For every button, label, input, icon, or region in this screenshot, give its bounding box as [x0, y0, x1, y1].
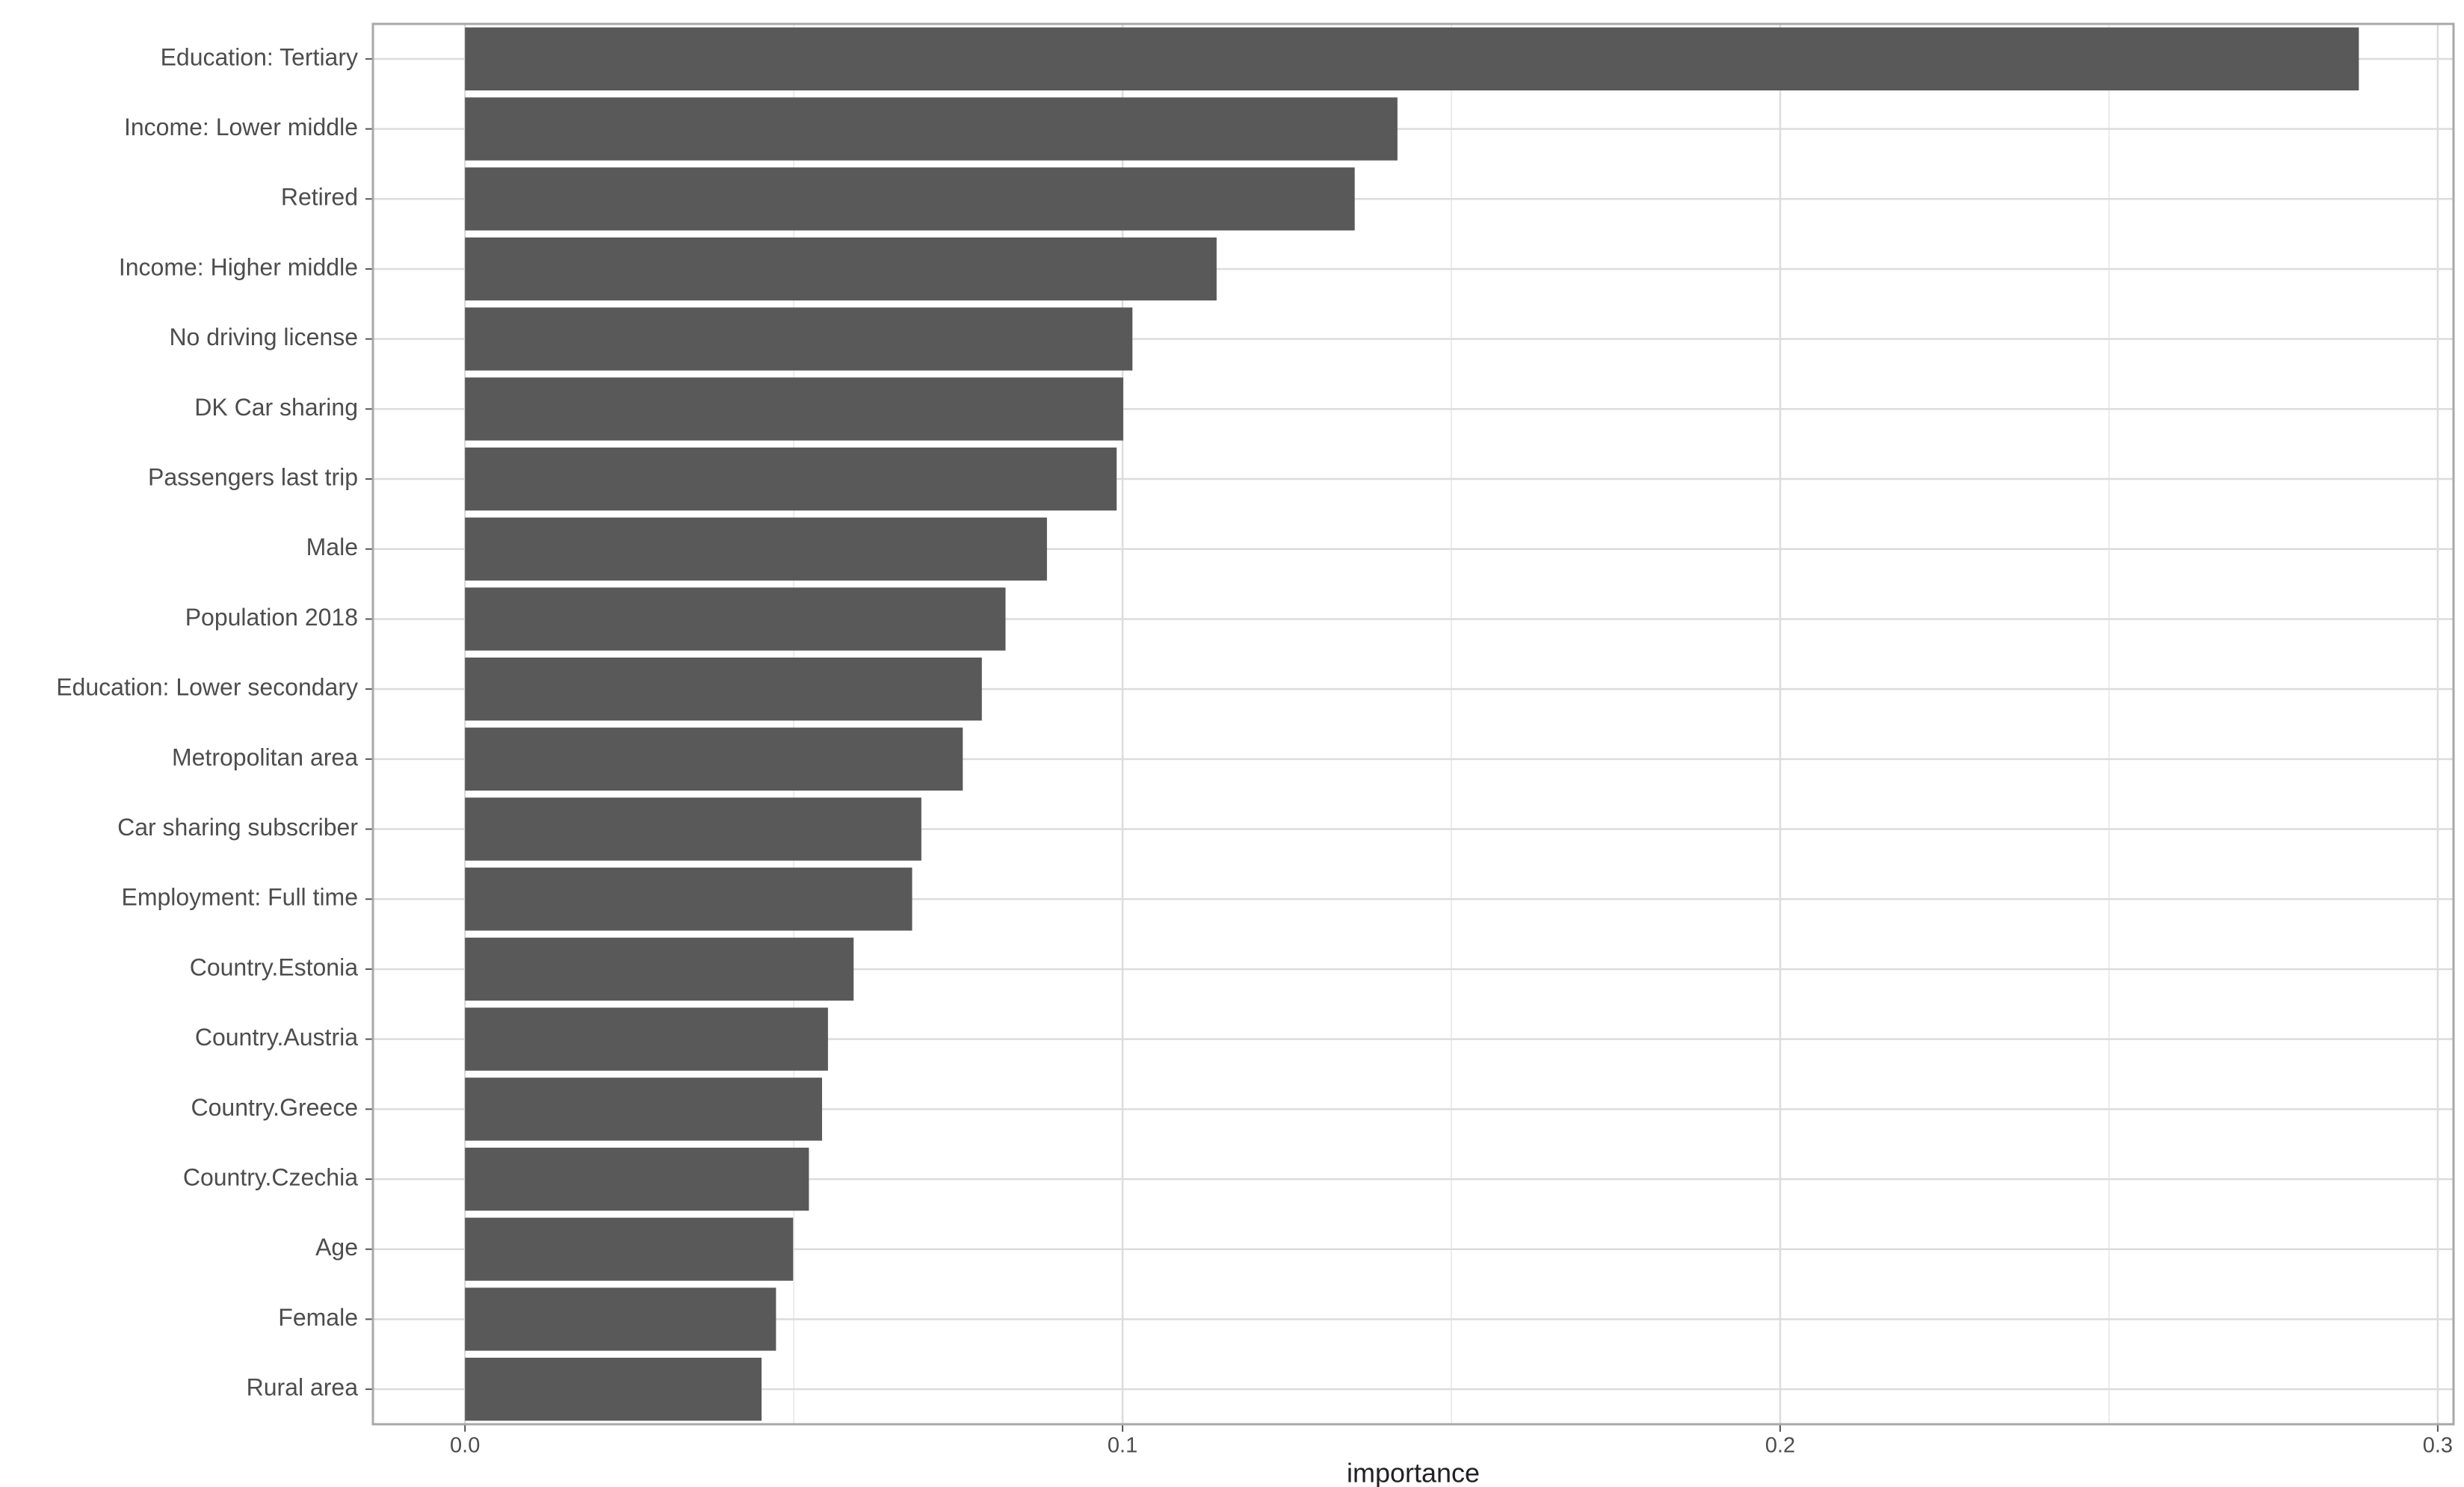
bar: [465, 1078, 822, 1141]
bar: [465, 1007, 828, 1071]
y-tick-label: Female: [278, 1304, 358, 1331]
y-tick-label: Passengers last trip: [148, 464, 358, 491]
y-tick-label: Retired: [281, 184, 358, 211]
x-tick-label: 0.2: [1765, 1434, 1795, 1458]
y-tick-label: Country.Czechia: [183, 1164, 358, 1191]
bar: [465, 517, 1047, 581]
bar: [465, 1287, 776, 1351]
bar: [465, 937, 854, 1001]
bar: [465, 447, 1117, 511]
bar: [465, 307, 1133, 371]
y-tick-label: Employment: Full time: [121, 884, 358, 911]
y-tick-label: DK Car sharing: [194, 394, 358, 421]
y-tick-label: Rural area: [247, 1374, 359, 1401]
y-tick-label: Income: Higher middle: [119, 253, 358, 280]
bar: [465, 727, 963, 791]
y-tick-label: Education: Tertiary: [161, 43, 358, 70]
y-tick-label: Car sharing subscriber: [117, 814, 358, 841]
bar: [465, 868, 913, 931]
bar: [465, 377, 1123, 441]
bar: [465, 97, 1398, 161]
bar: [465, 657, 982, 721]
bar: [465, 167, 1355, 231]
panel-border: [371, 22, 2455, 1426]
y-tick-label: Metropolitan area: [172, 744, 358, 770]
y-tick-label: Population 2018: [185, 604, 358, 631]
x-tick-label: 0.0: [450, 1434, 480, 1458]
y-tick-label: Education: Lower secondary: [56, 674, 358, 701]
bar: [465, 587, 1006, 651]
y-tick-label: Male: [306, 534, 358, 560]
bar: [465, 797, 921, 861]
y-tick-label: Income: Lower middle: [124, 114, 358, 140]
y-tick-label: No driving license: [169, 324, 358, 350]
x-tick-label: 0.1: [1108, 1434, 1137, 1458]
bar: [465, 1217, 794, 1281]
y-tick-label: Country.Estonia: [190, 953, 359, 980]
bar: [465, 1147, 809, 1211]
y-tick-label: Country.Greece: [191, 1094, 359, 1121]
x-tick-label: 0.3: [2423, 1434, 2453, 1458]
x-axis-title: importance: [1347, 1458, 1480, 1487]
bar: [465, 237, 1217, 301]
bar: [465, 1357, 762, 1421]
y-tick-label: Country.Austria: [195, 1024, 358, 1051]
y-tick-label: Age: [315, 1234, 358, 1261]
bar: [465, 27, 2359, 91]
